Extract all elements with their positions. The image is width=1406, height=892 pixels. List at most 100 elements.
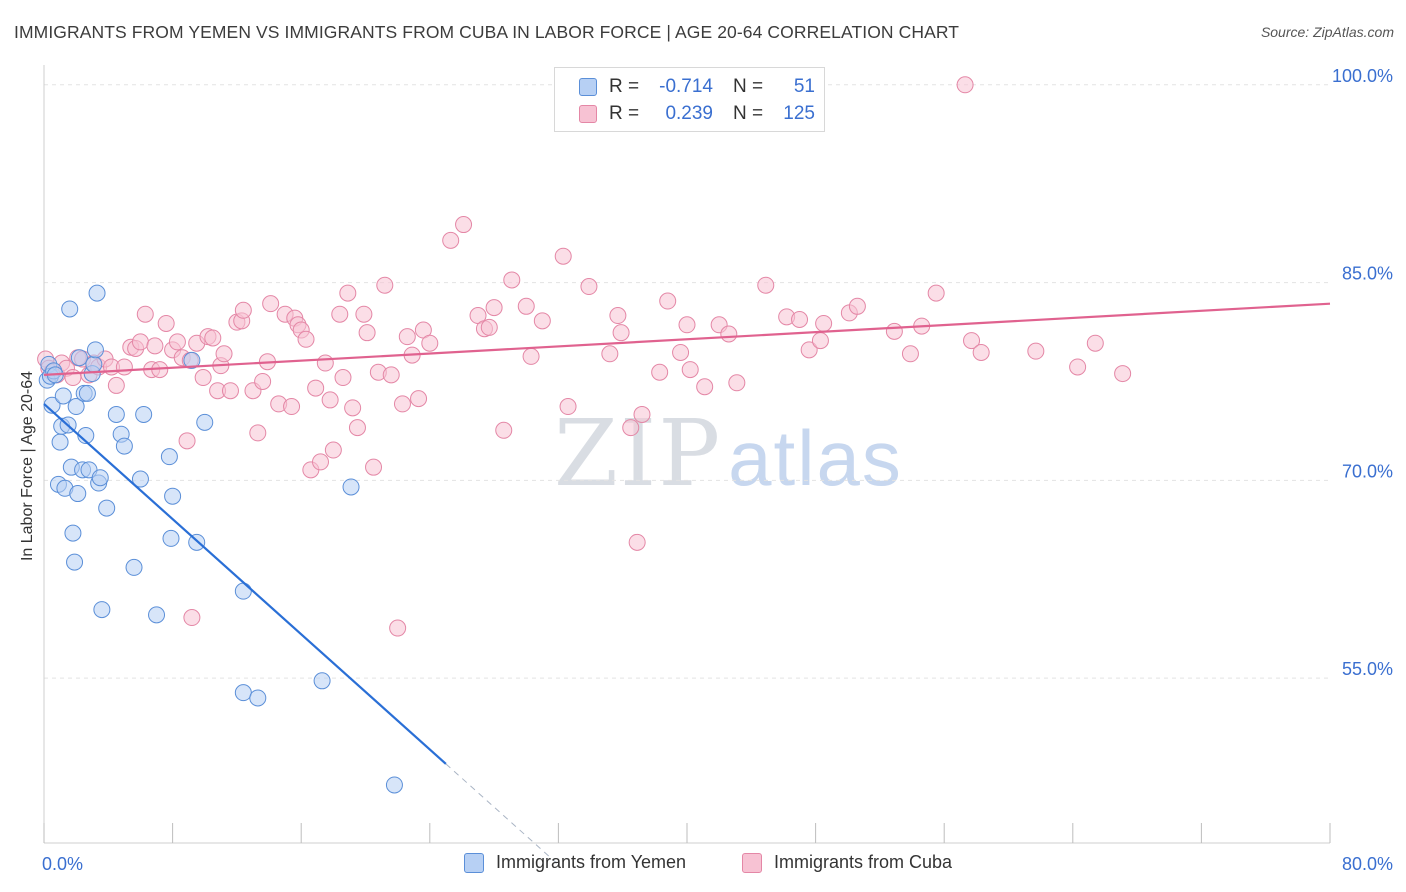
yemen-point-47: [313, 672, 331, 690]
cuba-point-69: [389, 619, 407, 637]
cuba-point-77: [455, 216, 473, 234]
cuba-point-64: [358, 324, 376, 342]
series-legend: Immigrants from Yemen Immigrants from Cu…: [0, 852, 1406, 878]
cuba-point-90: [609, 307, 627, 325]
cuba-point-111: [848, 297, 866, 315]
yemen-point-9: [54, 387, 72, 405]
cuba-point-15: [115, 358, 133, 376]
tick-labels: 55.0% 70.0% 85.0% 100.0% 0.0% 80.0%: [42, 66, 1393, 874]
cuba-point-103: [728, 374, 746, 392]
yemen-point-32: [107, 405, 125, 423]
cuba-point-57: [324, 441, 342, 459]
cuba-point-112: [885, 322, 903, 340]
cuba-point-19: [136, 305, 154, 323]
yemen-point-22: [78, 384, 96, 402]
yemen-point-27: [88, 284, 106, 302]
yemen-point-31: [98, 499, 116, 517]
cuba-point-113: [901, 345, 919, 363]
x-tick-label-1: 80.0%: [1342, 854, 1393, 874]
y-axis-label: In Labor Force | Age 20-64: [19, 370, 36, 562]
cuba-point-89: [601, 345, 619, 363]
cuba-point-121: [1114, 365, 1132, 383]
legend-r-label: R =: [609, 76, 640, 97]
legend-swatch-yemen: [464, 852, 484, 873]
yemen-point-17: [69, 485, 87, 503]
cuba-point-84: [522, 347, 540, 365]
cuba-point-24: [168, 333, 186, 351]
cuba-point-58: [331, 305, 349, 323]
trend-lines: [43, 302, 1331, 866]
yemen-point-12: [61, 300, 79, 318]
cuba-point-73: [410, 390, 428, 408]
trend-line-cuba: [43, 302, 1331, 376]
y-tick-label-3: 100.0%: [1332, 66, 1393, 86]
legend-n-label: N =: [733, 103, 764, 124]
legend-n-value-cuba: 125: [783, 103, 815, 124]
series-cuba-points: [37, 76, 1132, 637]
cuba-point-100: [696, 378, 714, 396]
cuba-point-26: [178, 432, 196, 450]
yemen-point-39: [160, 448, 178, 466]
cuba-point-98: [678, 316, 696, 334]
y-tick-label-0: 55.0%: [1342, 659, 1393, 679]
cuba-point-96: [659, 292, 677, 310]
cuba-point-85: [533, 312, 551, 330]
yemen-point-48: [342, 478, 360, 496]
cuba-point-54: [311, 453, 329, 471]
cuba-point-62: [348, 419, 366, 437]
legend-item-cuba[interactable]: Immigrants from Cuba: [742, 852, 952, 873]
cuba-point-92: [622, 419, 640, 437]
yemen-point-41: [164, 487, 182, 505]
yemen-point-50: [183, 351, 201, 369]
yemen-point-29: [91, 469, 109, 487]
cuba-point-41: [249, 424, 267, 442]
cuba-point-28: [183, 609, 201, 627]
cuba-point-118: [1027, 342, 1045, 360]
yemen-point-7: [51, 433, 69, 451]
yemen-point-30: [93, 601, 111, 619]
yemen-point-37: [135, 405, 153, 423]
yemen-point-46: [249, 689, 267, 707]
cuba-point-61: [344, 399, 362, 417]
cuba-point-95: [651, 363, 669, 381]
cuba-point-88: [580, 278, 598, 296]
cuba-point-55: [316, 354, 334, 372]
chart-title: IMMIGRANTS FROM YEMEN VS IMMIGRANTS FROM…: [14, 22, 960, 42]
cuba-point-122: [956, 76, 974, 94]
cuba-point-30: [194, 369, 212, 387]
yemen-point-43: [196, 413, 214, 431]
cuba-point-76: [442, 231, 460, 249]
series-yemen-points: [38, 284, 403, 794]
cuba-point-36: [221, 382, 239, 400]
trend-line-yemen: [43, 403, 447, 765]
legend-n-value-yemen: 51: [793, 76, 815, 97]
cuba-point-115: [927, 284, 945, 302]
cuba-point-14: [107, 376, 125, 394]
cuba-point-117: [972, 343, 990, 361]
cuba-point-60: [339, 284, 357, 302]
cuba-point-116: [963, 332, 981, 350]
legend-item-yemen[interactable]: Immigrants from Yemen: [464, 852, 686, 873]
cuba-point-99: [681, 361, 699, 379]
legend-r-value-cuba: 0.239: [665, 103, 713, 124]
cuba-point-91: [612, 324, 630, 342]
legend-swatch-cuba: [742, 852, 762, 873]
cuba-point-123: [495, 421, 513, 439]
legend-row-cuba: R = 0.239 N = 125: [579, 102, 815, 126]
cuba-point-119: [1069, 358, 1087, 376]
yemen-point-26: [86, 341, 104, 359]
cuba-point-87: [559, 398, 577, 416]
cuba-point-106: [791, 310, 809, 328]
cuba-point-51: [297, 330, 315, 348]
axes: [43, 65, 1331, 844]
cuba-point-104: [757, 276, 775, 294]
cuba-point-83: [517, 297, 535, 315]
legend-swatch-yemen: [579, 78, 597, 96]
yemen-point-38: [148, 606, 166, 624]
yemen-point-40: [162, 529, 180, 547]
cuba-point-35: [215, 345, 233, 363]
cuba-point-81: [485, 299, 503, 317]
cuba-point-109: [815, 314, 833, 332]
cuba-point-107: [800, 341, 818, 359]
